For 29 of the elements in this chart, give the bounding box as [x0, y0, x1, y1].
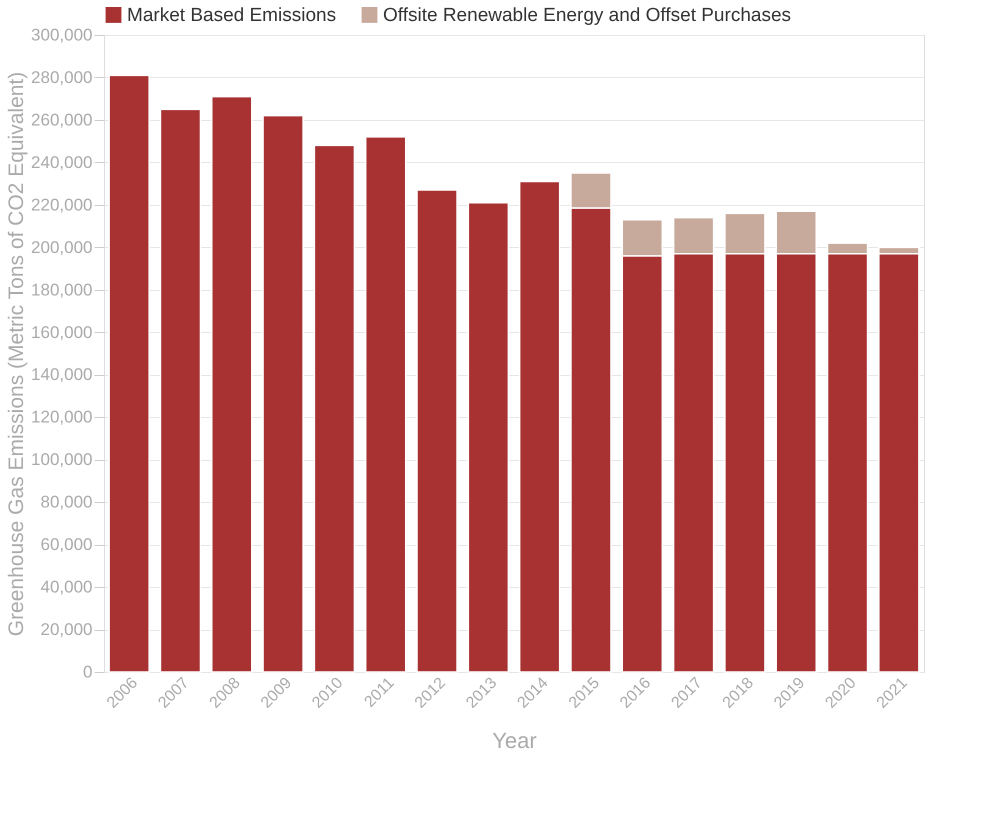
y-tick-label: 20,000: [40, 620, 92, 640]
bar: [314, 144, 356, 673]
bar: [518, 180, 560, 673]
legend-label: Offsite Renewable Energy and Offset Purchases: [383, 4, 792, 26]
bar: [211, 96, 253, 673]
x-axis-title: Year: [492, 728, 537, 753]
bar: [416, 189, 458, 673]
y-tick-label: 40,000: [40, 578, 92, 597]
y-tick-label: 100,000: [31, 450, 92, 470]
bar: [364, 136, 406, 673]
y-tick-label: 300,000: [31, 26, 92, 44]
bar: [108, 74, 150, 673]
y-tick-label: 60,000: [40, 535, 92, 554]
y-axis-title: Greenhouse Gas Emissions (Metric Tons of CO2 Equivalent): [5, 72, 28, 636]
bar: [468, 202, 510, 673]
bar: [160, 108, 202, 673]
y-tick-label: 240,000: [31, 152, 92, 172]
y-tick-label: 0: [83, 662, 92, 682]
y-tick-label: 120,000: [31, 408, 92, 427]
bar: [262, 114, 304, 673]
y-tick-label: 220,000: [31, 195, 92, 214]
y-tick-label: 180,000: [31, 280, 92, 300]
y-tick-label: 160,000: [31, 322, 92, 342]
y-tick-label: 200,000: [31, 238, 92, 257]
y-tick-label: 80,000: [40, 492, 92, 512]
y-tick-label: 140,000: [31, 365, 92, 384]
legend-label: Market Based Emissions: [127, 4, 336, 26]
y-tick-label: 280,000: [31, 68, 92, 87]
y-tick-label: 260,000: [31, 110, 92, 130]
